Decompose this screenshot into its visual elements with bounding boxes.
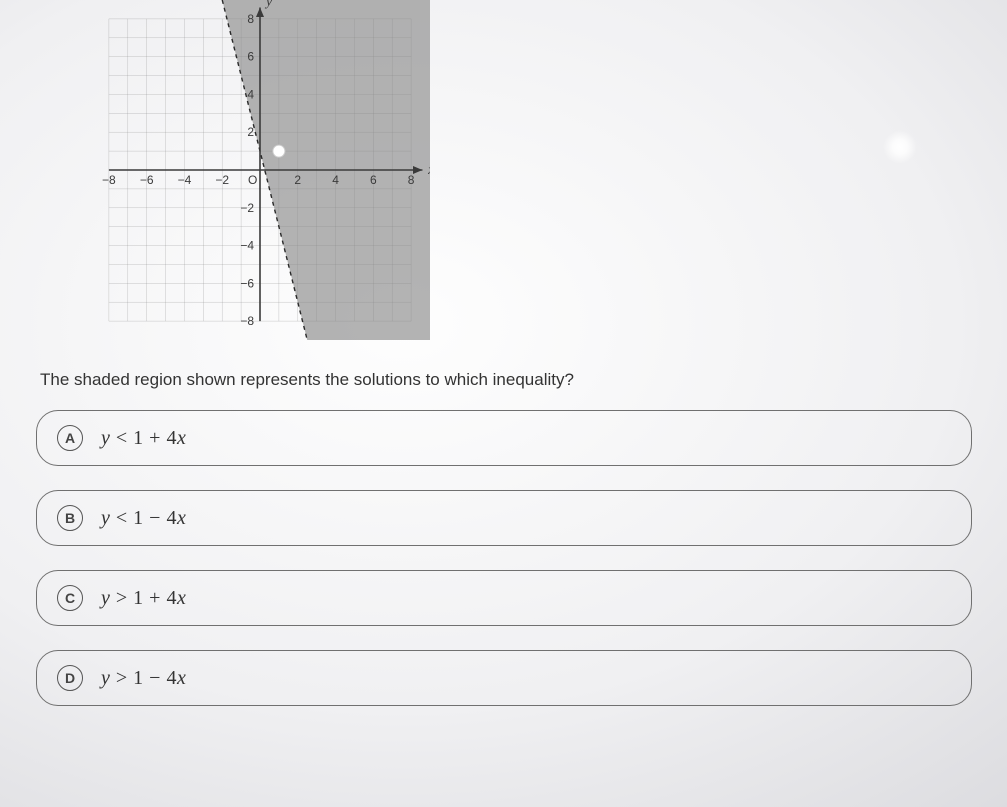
option-letter: A xyxy=(57,425,83,451)
option-d[interactable]: D y > 1 − 4x xyxy=(36,650,972,706)
inequality-graph: −8−6−4−22468−8−6−4−22468xyO xyxy=(90,0,430,345)
svg-text:−6: −6 xyxy=(140,173,154,187)
svg-text:8: 8 xyxy=(408,173,415,187)
svg-text:−2: −2 xyxy=(240,201,254,215)
answer-options: A y < 1 + 4x B y < 1 − 4x C y > 1 + 4x D… xyxy=(36,410,972,730)
svg-text:O: O xyxy=(248,173,257,187)
svg-text:4: 4 xyxy=(332,173,339,187)
option-letter: C xyxy=(57,585,83,611)
svg-text:−6: −6 xyxy=(240,276,254,290)
svg-text:4: 4 xyxy=(247,87,254,101)
option-a[interactable]: A y < 1 + 4x xyxy=(36,410,972,466)
svg-text:2: 2 xyxy=(247,125,254,139)
option-letter: D xyxy=(57,665,83,691)
question-text: The shaded region shown represents the s… xyxy=(40,370,574,390)
option-c[interactable]: C y > 1 + 4x xyxy=(36,570,972,626)
svg-text:6: 6 xyxy=(247,50,254,64)
svg-text:−4: −4 xyxy=(178,173,192,187)
option-text: y < 1 + 4x xyxy=(101,427,186,450)
camera-glare xyxy=(883,130,917,164)
svg-text:−8: −8 xyxy=(240,314,254,328)
svg-text:x: x xyxy=(427,163,430,178)
svg-text:y: y xyxy=(264,0,273,10)
svg-text:2: 2 xyxy=(294,173,301,187)
svg-text:−4: −4 xyxy=(240,239,254,253)
option-b[interactable]: B y < 1 − 4x xyxy=(36,490,972,546)
option-text: y < 1 − 4x xyxy=(101,507,186,530)
option-letter: B xyxy=(57,505,83,531)
svg-text:−8: −8 xyxy=(102,173,116,187)
svg-text:−2: −2 xyxy=(215,173,229,187)
option-text: y > 1 + 4x xyxy=(101,587,186,610)
svg-text:6: 6 xyxy=(370,173,377,187)
svg-text:8: 8 xyxy=(247,12,254,26)
option-text: y > 1 − 4x xyxy=(101,667,186,690)
